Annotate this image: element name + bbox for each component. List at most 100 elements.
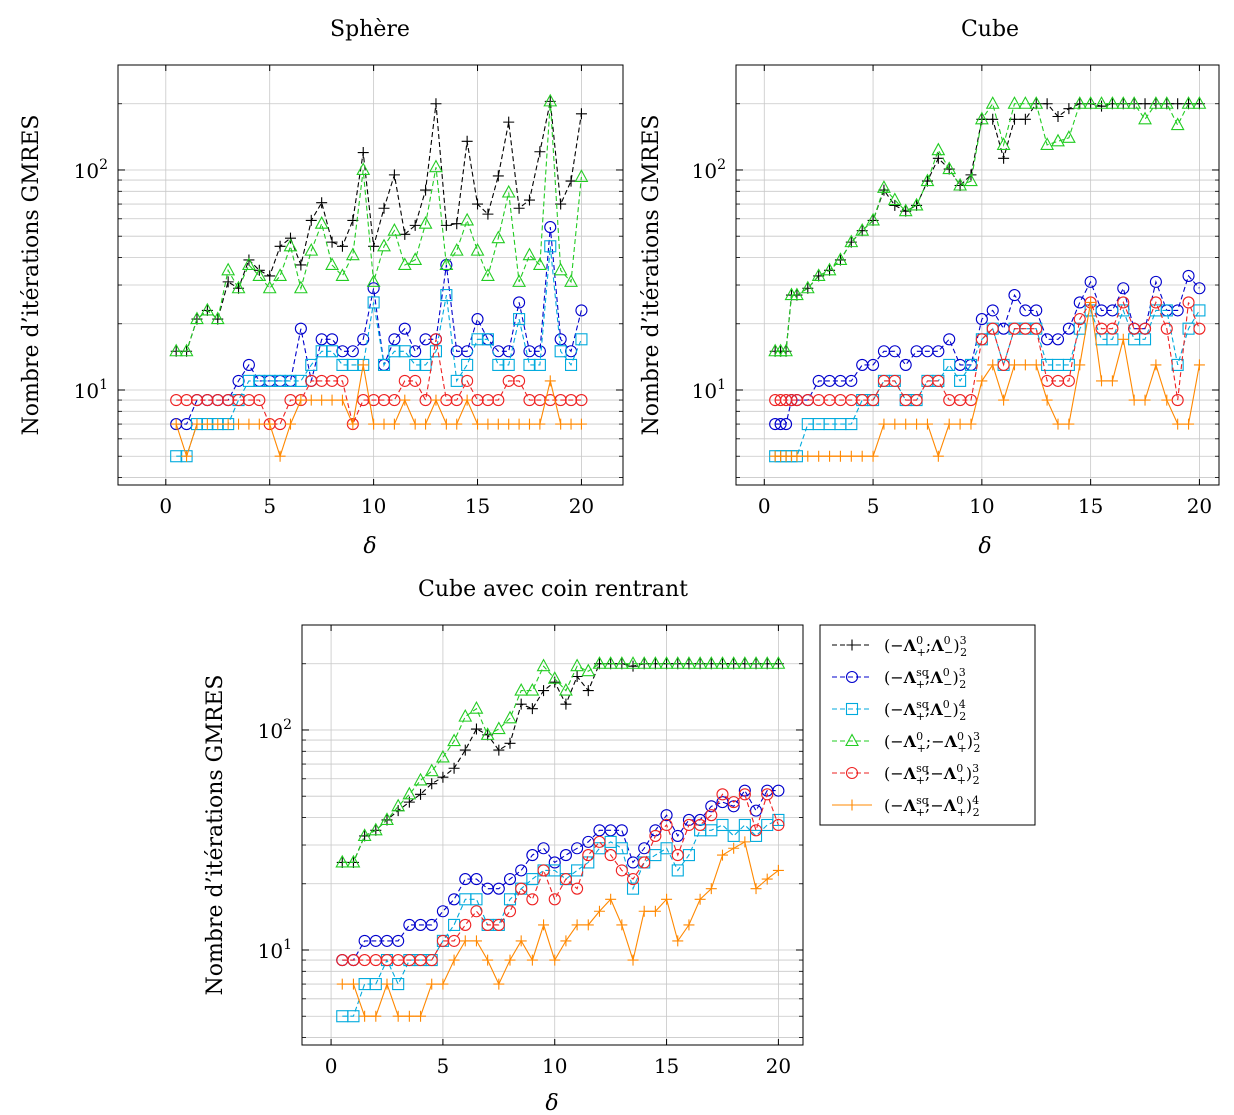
data-point — [461, 358, 474, 371]
data-point — [1106, 375, 1118, 387]
data-point — [283, 238, 298, 252]
data-point — [526, 849, 539, 862]
data-point — [659, 656, 674, 669]
data-point — [336, 358, 349, 371]
data-point — [1052, 418, 1064, 430]
data-point — [1181, 96, 1196, 109]
legend-label-part: (− — [884, 732, 904, 751]
data-point — [772, 813, 785, 826]
data-point — [824, 450, 836, 462]
data-point — [911, 418, 923, 430]
data-point — [761, 873, 773, 885]
data-point — [1084, 275, 1097, 288]
legend-label-part: 2 — [973, 774, 980, 787]
data-point — [392, 1010, 404, 1022]
data-point — [326, 394, 338, 406]
legend-label-part: Λ — [903, 732, 917, 751]
data-point — [388, 418, 400, 430]
data-point — [1116, 96, 1131, 109]
data-point — [253, 394, 266, 407]
data-point — [536, 658, 551, 672]
data-point — [1073, 313, 1086, 326]
data-point — [1029, 96, 1044, 109]
data-point — [305, 358, 318, 371]
legend-marker — [845, 733, 859, 747]
data-point — [273, 268, 288, 281]
data-point — [1007, 96, 1022, 109]
data-point — [325, 257, 339, 271]
data-point — [704, 656, 719, 669]
grid-lines — [736, 65, 1219, 485]
data-point — [593, 835, 606, 848]
data-point — [210, 311, 225, 325]
series-line — [342, 819, 779, 1017]
x-tick-label: 0 — [325, 1054, 338, 1078]
x-tick-label: 20 — [569, 494, 594, 518]
data-point — [716, 849, 728, 861]
legend-entry-s4: (−Λ0 +;−Λ0 +)3 2 — [832, 730, 980, 755]
data-point — [402, 786, 417, 800]
data-point — [1117, 282, 1130, 295]
data-point — [503, 905, 517, 918]
data-point — [481, 394, 494, 407]
data-point — [694, 893, 706, 905]
data-point — [284, 418, 296, 430]
data-point — [482, 208, 494, 220]
legend-label-part: 3 — [959, 666, 966, 679]
data-point — [785, 394, 798, 407]
data-point — [492, 394, 505, 407]
data-point — [942, 161, 957, 175]
data-point — [284, 232, 296, 244]
data-point — [649, 849, 662, 862]
data-point — [833, 252, 848, 265]
data-point — [705, 809, 718, 822]
data-point — [559, 873, 572, 886]
data-point — [408, 252, 423, 265]
data-point — [391, 798, 406, 812]
data-point — [470, 905, 483, 918]
data-point — [294, 374, 307, 387]
data-point — [377, 358, 391, 371]
data-point — [526, 873, 539, 886]
data-point — [523, 418, 535, 430]
data-point — [564, 274, 578, 287]
data-point — [878, 184, 890, 196]
series-s1 — [336, 658, 784, 868]
data-point — [461, 394, 473, 406]
data-point — [392, 934, 405, 947]
legend-label-part: 0 — [916, 634, 923, 647]
legend-label-part: + — [917, 742, 926, 755]
data-point — [241, 257, 256, 271]
x-tick-label: 15 — [465, 494, 490, 518]
data-point — [1170, 117, 1185, 131]
data-point — [264, 418, 276, 430]
data-point — [921, 418, 933, 430]
legend-label-part: 0 — [957, 730, 964, 743]
legend-label-part: Λ — [943, 764, 957, 783]
data-point — [887, 192, 902, 206]
data-point — [672, 935, 684, 947]
data-point — [987, 113, 999, 125]
legend-label-part: 4 — [972, 794, 979, 807]
y-tick-base: 10 — [692, 379, 717, 403]
data-point — [822, 262, 837, 276]
legend-marker — [845, 702, 859, 716]
data-point — [627, 954, 639, 966]
legend-label-part: 2 — [973, 806, 980, 819]
data-point — [492, 170, 504, 182]
data-point — [774, 418, 787, 431]
x-axis-title: δ — [545, 1091, 558, 1115]
data-point — [459, 918, 472, 931]
data-point — [532, 257, 547, 271]
data-point — [738, 788, 751, 801]
data-point — [242, 358, 255, 371]
legend: (−Λ0 +;Λ0 −)3 2(−Λsq +;Λ0 −)3 2(−Λsq +;Λ0 −)4 2(−… — [819, 624, 1036, 826]
data-point — [1096, 100, 1108, 112]
data-point — [482, 418, 494, 430]
data-point — [491, 230, 506, 244]
data-point — [985, 96, 1000, 109]
y-tick-base: 10 — [74, 159, 99, 183]
y-tick-exponent: 1 — [99, 377, 108, 393]
data-point — [1193, 359, 1205, 371]
data-point — [739, 836, 751, 848]
